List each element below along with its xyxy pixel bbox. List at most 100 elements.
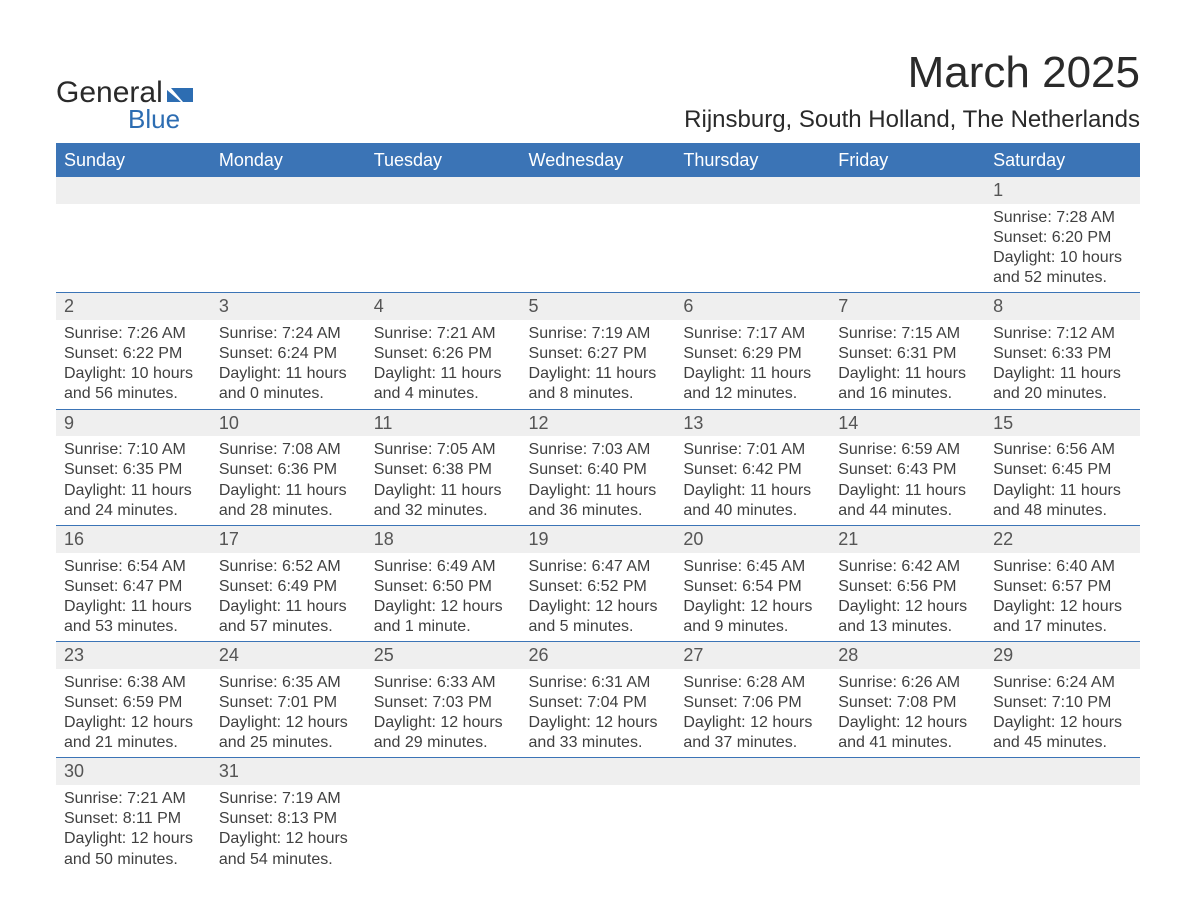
day-sunrise: Sunrise: 6:40 AM xyxy=(993,557,1132,577)
day-data-cell: Sunrise: 6:33 AMSunset: 7:03 PMDaylight:… xyxy=(366,669,521,758)
day-d1: Daylight: 10 hours xyxy=(993,248,1132,268)
day-sunset: Sunset: 6:45 PM xyxy=(993,460,1132,480)
day-data-row: Sunrise: 7:28 AMSunset: 6:20 PMDaylight:… xyxy=(56,204,1140,293)
day-data-cell: Sunrise: 6:26 AMSunset: 7:08 PMDaylight:… xyxy=(830,669,985,758)
day-data-cell: Sunrise: 6:42 AMSunset: 6:56 PMDaylight:… xyxy=(830,553,985,642)
day-number-cell: 11 xyxy=(366,409,521,436)
day-d1: Daylight: 12 hours xyxy=(219,713,358,733)
col-monday: Monday xyxy=(211,144,366,177)
day-d2: and 40 minutes. xyxy=(683,501,822,521)
day-number-cell: 14 xyxy=(830,409,985,436)
col-tuesday: Tuesday xyxy=(366,144,521,177)
day-d1: Daylight: 11 hours xyxy=(993,481,1132,501)
day-number-cell: 20 xyxy=(675,525,830,552)
day-d2: and 56 minutes. xyxy=(64,384,203,404)
day-number-cell: 8 xyxy=(985,293,1140,320)
day-data-cell: Sunrise: 7:21 AMSunset: 6:26 PMDaylight:… xyxy=(366,320,521,409)
day-d1: Daylight: 12 hours xyxy=(374,713,513,733)
logo-word-blue: Blue xyxy=(128,104,193,135)
day-sunset: Sunset: 7:04 PM xyxy=(529,693,668,713)
day-sunset: Sunset: 8:13 PM xyxy=(219,809,358,829)
day-d2: and 36 minutes. xyxy=(529,501,668,521)
day-number-cell: 3 xyxy=(211,293,366,320)
day-d1: Daylight: 11 hours xyxy=(219,364,358,384)
day-d1: Daylight: 10 hours xyxy=(64,364,203,384)
day-sunset: Sunset: 6:26 PM xyxy=(374,344,513,364)
day-sunrise: Sunrise: 6:35 AM xyxy=(219,673,358,693)
page-title: March 2025 xyxy=(684,48,1140,98)
day-data-cell: Sunrise: 6:35 AMSunset: 7:01 PMDaylight:… xyxy=(211,669,366,758)
day-data-cell: Sunrise: 6:38 AMSunset: 6:59 PMDaylight:… xyxy=(56,669,211,758)
daynum-row: 9101112131415 xyxy=(56,409,1140,436)
day-sunset: Sunset: 6:59 PM xyxy=(64,693,203,713)
day-number-cell xyxy=(521,758,676,785)
day-d2: and 53 minutes. xyxy=(64,617,203,637)
day-data-cell: Sunrise: 6:56 AMSunset: 6:45 PMDaylight:… xyxy=(985,436,1140,525)
day-data-cell: Sunrise: 6:24 AMSunset: 7:10 PMDaylight:… xyxy=(985,669,1140,758)
day-sunset: Sunset: 6:22 PM xyxy=(64,344,203,364)
day-data-cell xyxy=(521,204,676,293)
day-sunrise: Sunrise: 6:56 AM xyxy=(993,440,1132,460)
day-number-cell xyxy=(830,758,985,785)
day-data-cell: Sunrise: 7:21 AMSunset: 8:11 PMDaylight:… xyxy=(56,785,211,874)
day-d1: Daylight: 11 hours xyxy=(838,481,977,501)
day-number-cell: 4 xyxy=(366,293,521,320)
day-sunset: Sunset: 6:40 PM xyxy=(529,460,668,480)
day-data-cell: Sunrise: 6:40 AMSunset: 6:57 PMDaylight:… xyxy=(985,553,1140,642)
day-number-cell: 24 xyxy=(211,642,366,669)
day-number-cell: 29 xyxy=(985,642,1140,669)
day-sunset: Sunset: 6:47 PM xyxy=(64,577,203,597)
day-data-cell: Sunrise: 7:15 AMSunset: 6:31 PMDaylight:… xyxy=(830,320,985,409)
day-d1: Daylight: 12 hours xyxy=(838,597,977,617)
day-data-row: Sunrise: 7:21 AMSunset: 8:11 PMDaylight:… xyxy=(56,785,1140,874)
day-d1: Daylight: 11 hours xyxy=(838,364,977,384)
day-data-cell: Sunrise: 7:17 AMSunset: 6:29 PMDaylight:… xyxy=(675,320,830,409)
day-data-row: Sunrise: 6:38 AMSunset: 6:59 PMDaylight:… xyxy=(56,669,1140,758)
day-data-cell xyxy=(675,785,830,874)
day-data-cell: Sunrise: 6:59 AMSunset: 6:43 PMDaylight:… xyxy=(830,436,985,525)
day-sunset: Sunset: 7:10 PM xyxy=(993,693,1132,713)
col-saturday: Saturday xyxy=(985,144,1140,177)
day-data-cell: Sunrise: 6:49 AMSunset: 6:50 PMDaylight:… xyxy=(366,553,521,642)
day-d1: Daylight: 11 hours xyxy=(683,364,822,384)
day-data-cell: Sunrise: 7:28 AMSunset: 6:20 PMDaylight:… xyxy=(985,204,1140,293)
day-d2: and 21 minutes. xyxy=(64,733,203,753)
day-sunset: Sunset: 6:33 PM xyxy=(993,344,1132,364)
day-d2: and 54 minutes. xyxy=(219,850,358,870)
day-d2: and 20 minutes. xyxy=(993,384,1132,404)
day-number-cell: 22 xyxy=(985,525,1140,552)
day-number-cell: 15 xyxy=(985,409,1140,436)
day-data-cell xyxy=(830,204,985,293)
day-number-cell: 30 xyxy=(56,758,211,785)
header: General Blue March 2025 Rijnsburg, South… xyxy=(56,48,1140,135)
day-sunset: Sunset: 6:42 PM xyxy=(683,460,822,480)
day-number-cell xyxy=(521,177,676,204)
day-d1: Daylight: 12 hours xyxy=(374,597,513,617)
day-sunrise: Sunrise: 7:05 AM xyxy=(374,440,513,460)
day-data-cell: Sunrise: 7:19 AMSunset: 8:13 PMDaylight:… xyxy=(211,785,366,874)
day-data-cell: Sunrise: 6:52 AMSunset: 6:49 PMDaylight:… xyxy=(211,553,366,642)
day-d1: Daylight: 12 hours xyxy=(529,713,668,733)
day-sunrise: Sunrise: 6:49 AM xyxy=(374,557,513,577)
day-d2: and 41 minutes. xyxy=(838,733,977,753)
daynum-row: 16171819202122 xyxy=(56,525,1140,552)
daynum-row: 1 xyxy=(56,177,1140,204)
day-d1: Daylight: 12 hours xyxy=(838,713,977,733)
day-data-cell: Sunrise: 7:24 AMSunset: 6:24 PMDaylight:… xyxy=(211,320,366,409)
day-data-cell: Sunrise: 7:01 AMSunset: 6:42 PMDaylight:… xyxy=(675,436,830,525)
day-d2: and 8 minutes. xyxy=(529,384,668,404)
logo: General Blue xyxy=(56,76,193,135)
day-sunset: Sunset: 6:24 PM xyxy=(219,344,358,364)
day-sunset: Sunset: 6:52 PM xyxy=(529,577,668,597)
daynum-row: 23242526272829 xyxy=(56,642,1140,669)
day-data-cell xyxy=(830,785,985,874)
day-d2: and 57 minutes. xyxy=(219,617,358,637)
day-number-cell: 23 xyxy=(56,642,211,669)
col-thursday: Thursday xyxy=(675,144,830,177)
day-d1: Daylight: 11 hours xyxy=(529,364,668,384)
logo-flag-icon xyxy=(167,84,193,102)
day-number-cell: 16 xyxy=(56,525,211,552)
day-sunset: Sunset: 6:29 PM xyxy=(683,344,822,364)
day-d1: Daylight: 11 hours xyxy=(64,597,203,617)
day-sunset: Sunset: 7:06 PM xyxy=(683,693,822,713)
